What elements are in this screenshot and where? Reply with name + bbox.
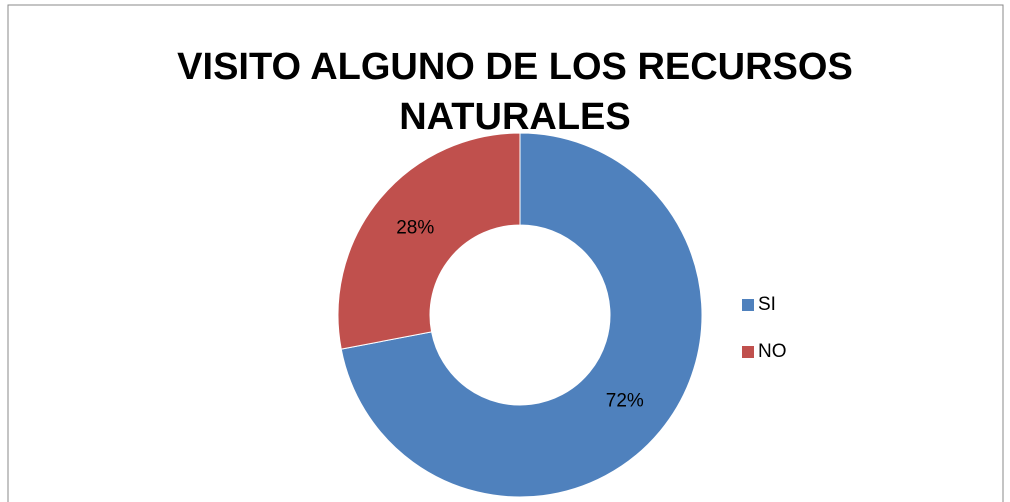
donut-slice bbox=[337, 132, 521, 350]
chart-title: VISITO ALGUNO DE LOS RECURSOS NATURALES bbox=[177, 46, 853, 138]
legend-label: SI bbox=[758, 294, 776, 315]
data-label: 28% bbox=[396, 217, 434, 238]
legend-label: NO bbox=[758, 341, 787, 362]
donut-slice bbox=[340, 132, 703, 498]
data-label: 72% bbox=[606, 391, 644, 412]
chart-frame bbox=[7, 4, 1004, 502]
legend-swatch bbox=[742, 346, 754, 358]
legend-swatch bbox=[742, 299, 754, 311]
